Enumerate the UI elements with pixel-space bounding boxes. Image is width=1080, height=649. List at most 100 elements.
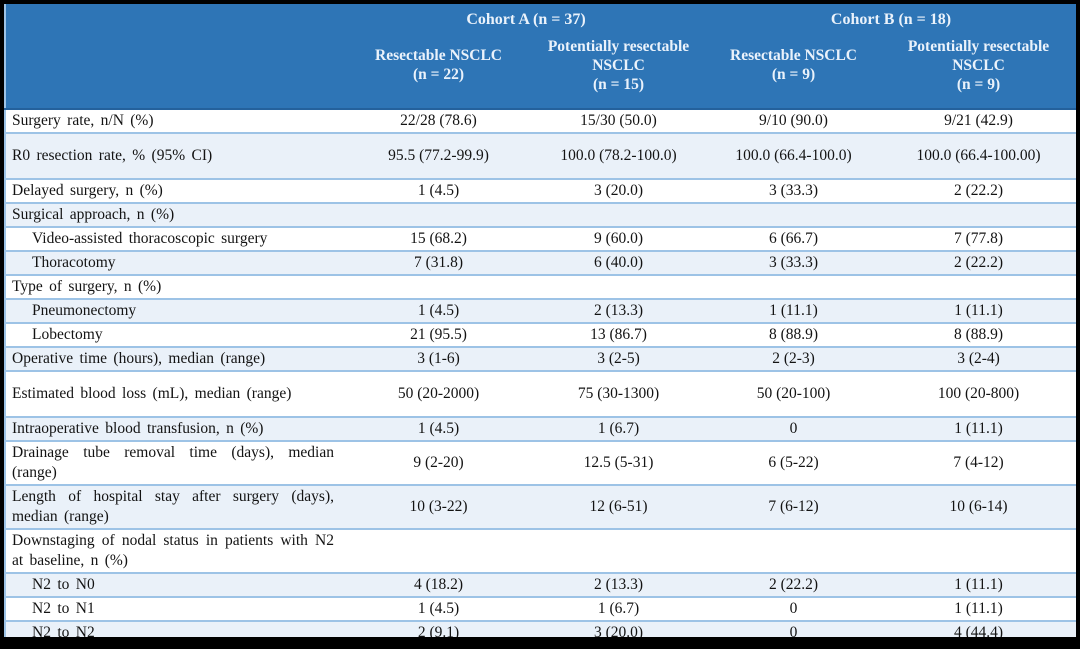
cell-value: 2 (22.2) — [706, 573, 881, 598]
cell-value: 2 (22.2) — [881, 251, 1076, 276]
table-row: R0 resection rate, % (95% CI) 95.5 (77.2-… — [5, 133, 1076, 180]
cell-value: 1 (4.5) — [346, 299, 531, 324]
cell-value: 6 (66.7) — [706, 227, 881, 252]
cell-value: 8 (88.9) — [881, 323, 1076, 348]
cell-value: 3 (20.0) — [531, 179, 706, 204]
cell-value: 6 (5-22) — [706, 441, 881, 486]
cell-value: 15 (68.2) — [346, 227, 531, 252]
row-label: Delayed surgery, n (%) — [5, 179, 346, 204]
row-label: N2 to N1 — [5, 597, 346, 622]
cell-value: 1 (11.1) — [881, 417, 1076, 442]
cell-value: 1 (4.5) — [346, 179, 531, 204]
table-row: Pneumonectomy 1 (4.5) 2 (13.3) 1 (11.1) 1 (1… — [5, 299, 1076, 324]
row-label: Estimated blood loss (mL), median (range… — [5, 371, 346, 418]
cell-value: 9 (2-20) — [346, 441, 531, 486]
cell-value: 1 (6.7) — [531, 597, 706, 622]
cell-value: 12 (6-51) — [531, 485, 706, 530]
cell-value: 1 (11.1) — [881, 299, 1076, 324]
header-col-resectable-b: Resectable NSCLC (n = 9) — [706, 32, 881, 110]
cell-value: 15/30 (50.0) — [531, 109, 706, 134]
row-label: Pneumonectomy — [5, 299, 346, 324]
cell-value — [706, 275, 881, 300]
cell-value — [346, 275, 531, 300]
cell-value: 95.5 (77.2-99.9) — [346, 133, 531, 180]
cell-value — [531, 529, 706, 574]
table-row: N2 to N1 1 (4.5) 1 (6.7) 0 1 (11.1) — [5, 597, 1076, 622]
cell-value: 7 (6-12) — [706, 485, 881, 530]
row-label: Downstaging of nodal status in patients … — [5, 529, 346, 574]
row-label: Lobectomy — [5, 323, 346, 348]
row-label: Thoracotomy — [5, 251, 346, 276]
table-row: Estimated blood loss (mL), median (range… — [5, 371, 1076, 418]
subcolumn-name: Resectable NSCLC — [375, 47, 502, 64]
cell-value: 50 (20-2000) — [346, 371, 531, 418]
cell-value: 7 (31.8) — [346, 251, 531, 276]
cell-value: 100.0 (66.4-100.00) — [881, 133, 1076, 180]
cell-value: 2 (13.3) — [531, 573, 706, 598]
table-row: Type of surgery, n (%) — [5, 275, 1076, 300]
table-row: Delayed surgery, n (%) 1 (4.5) 3 (20.0) 3 (… — [5, 179, 1076, 204]
cell-value: 7 (77.8) — [881, 227, 1076, 252]
cell-value: 2 (2-3) — [706, 347, 881, 372]
cell-value: 3 (2-5) — [531, 347, 706, 372]
subcolumn-name: Potentially resectable NSCLC — [547, 37, 690, 74]
cell-value: 6 (40.0) — [531, 251, 706, 276]
cell-value — [881, 203, 1076, 228]
cell-value: 1 (11.1) — [881, 573, 1076, 598]
cell-value — [531, 275, 706, 300]
header-col-potentially-resectable-b: Potentially resectable NSCLC (n = 9) — [881, 32, 1076, 110]
row-label: Surgical approach, n (%) — [5, 203, 346, 228]
row-label: Surgery rate, n/N (%) — [5, 109, 346, 134]
table-row: Video-assisted thoracoscopic surgery 15 (… — [5, 227, 1076, 252]
row-label: N2 to N2 — [5, 621, 346, 637]
table-row: Length of hospital stay after surgery (d… — [5, 485, 1076, 530]
cell-value — [706, 529, 881, 574]
header-empty-corner-cell — [5, 4, 346, 110]
cell-value: 4 (44.4) — [881, 621, 1076, 637]
cell-value: 0 — [706, 417, 881, 442]
table-row: Surgery rate, n/N (%) 22/28 (78.6) 15/30 (… — [5, 109, 1076, 134]
cell-value: 0 — [706, 621, 881, 637]
cell-value: 3 (20.0) — [531, 621, 706, 637]
cell-value: 3 (33.3) — [706, 179, 881, 204]
cell-value: 2 (22.2) — [881, 179, 1076, 204]
cell-value: 1 (4.5) — [346, 597, 531, 622]
table-row: Drainage tube removal time (days), media… — [5, 441, 1076, 486]
subcolumn-n: (n = 9) — [956, 75, 1001, 93]
surgical-outcomes-table: Cohort A (n = 37) Cohort B (n = 18) Rese… — [4, 4, 1076, 637]
header-col-resectable-a: Resectable NSCLC (n = 22) — [346, 32, 531, 110]
cell-value — [881, 275, 1076, 300]
cell-value — [346, 529, 531, 574]
cell-value: 12.5 (5-31) — [531, 441, 706, 486]
header-cohort-b: Cohort B (n = 18) — [706, 4, 1076, 32]
cell-value: 100.0 (66.4-100.0) — [706, 133, 881, 180]
cell-value — [881, 529, 1076, 574]
subcolumn-name: Potentially resectable NSCLC — [907, 37, 1050, 74]
table-row: N2 to N0 4 (18.2) 2 (13.3) 2 (22.2) 1 (11.1) — [5, 573, 1076, 598]
cell-value — [706, 203, 881, 228]
cell-value: 1 (6.7) — [531, 417, 706, 442]
table-row: Operative time (hours), median (range) 3 … — [5, 347, 1076, 372]
table-row: N2 to N2 2 (9.1) 3 (20.0) 0 4 (44.4) — [5, 621, 1076, 637]
cell-value — [531, 203, 706, 228]
cell-value: 100 (20-800) — [881, 371, 1076, 418]
row-label: Operative time (hours), median (range) — [5, 347, 346, 372]
cell-value: 7 (4-12) — [881, 441, 1076, 486]
cohort-header-row: Cohort A (n = 37) Cohort B (n = 18) — [5, 4, 1076, 110]
cell-value: 2 (9.1) — [346, 621, 531, 637]
header-col-potentially-resectable-a: Potentially resectable NSCLC (n = 15) — [531, 32, 706, 110]
cell-value: 100.0 (78.2-100.0) — [531, 133, 706, 180]
row-label: Drainage tube removal time (days), media… — [5, 441, 346, 486]
cell-value: 1 (4.5) — [346, 417, 531, 442]
cell-value: 2 (13.3) — [531, 299, 706, 324]
row-label: Video-assisted thoracoscopic surgery — [5, 227, 346, 252]
cell-value: 3 (1-6) — [346, 347, 531, 372]
cell-value: 22/28 (78.6) — [346, 109, 531, 134]
table-header: Cohort A (n = 37) Cohort B (n = 18) Rese… — [5, 4, 1076, 110]
cell-value: 10 (6-14) — [881, 485, 1076, 530]
row-label: Length of hospital stay after surgery (d… — [5, 485, 346, 530]
cell-value: 13 (86.7) — [531, 323, 706, 348]
cell-value: 4 (18.2) — [346, 573, 531, 598]
table-row: Thoracotomy 7 (31.8) 6 (40.0) 3 (33.3) 2 (22… — [5, 251, 1076, 276]
